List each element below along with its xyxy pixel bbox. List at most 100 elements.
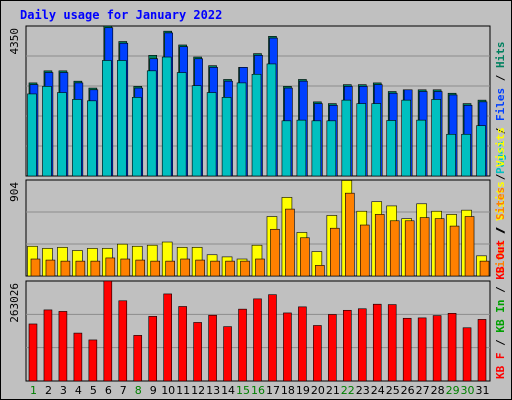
sites-bar-16 [255, 258, 265, 277]
day-label-31: 31 [476, 384, 490, 397]
kbf-bar-28 [432, 315, 442, 382]
sites-bar-24 [374, 214, 385, 277]
pages-bar-5 [87, 100, 97, 177]
pages-bar-7 [117, 60, 127, 177]
kbf-bar-1 [28, 323, 38, 382]
kbf-bar-30 [462, 327, 472, 382]
legend-bottom-kb-f: KB F [494, 353, 507, 380]
kbf-bar-10 [163, 293, 172, 382]
pages-bar-28 [431, 99, 441, 177]
legend-top: Pages / Files / Hits [494, 42, 507, 175]
kbf-bar-7 [118, 300, 128, 382]
kbf-bar-20 [313, 325, 322, 382]
legend-top-hits: Hits [494, 42, 507, 69]
pages-bar-14 [221, 97, 232, 177]
kbf-bar-11 [178, 306, 187, 382]
sites-bar-21 [330, 227, 340, 277]
kbf-bar-17 [268, 294, 277, 382]
pages-bar-22 [341, 99, 352, 177]
kbf-bar-15 [238, 308, 247, 382]
kbf-bar-23 [357, 308, 367, 382]
kbf-bar-4 [73, 332, 83, 382]
pages-bar-8 [131, 97, 142, 177]
day-label-25: 25 [386, 384, 400, 397]
sites-bar-8 [135, 259, 146, 277]
day-label-1: 1 [30, 384, 37, 397]
sites-bar-13 [210, 260, 220, 277]
day-label-4: 4 [75, 384, 82, 397]
sites-bar-28 [434, 218, 445, 277]
kbf-bar-18 [283, 312, 292, 382]
day-label-2: 2 [45, 384, 52, 397]
sites-bar-23 [359, 224, 370, 277]
middle-panel-max-label: 904 [8, 182, 21, 202]
day-label-26: 26 [401, 384, 415, 397]
pages-bar-19 [296, 119, 307, 177]
kbf-bar-21 [328, 314, 337, 382]
sites-bar-15 [240, 260, 250, 277]
kbf-bar-27 [417, 317, 427, 382]
kbf-bar-5 [88, 339, 98, 382]
pages-bar-15 [236, 82, 247, 177]
chart-title: Daily usage for January 2022 [20, 8, 223, 22]
day-label-8: 8 [135, 384, 142, 397]
day-label-5: 5 [90, 384, 97, 397]
sites-bar-22 [345, 192, 355, 277]
day-label-29: 29 [446, 384, 460, 397]
day-label-9: 9 [150, 384, 157, 397]
day-label-11: 11 [176, 384, 190, 397]
kbf-bar-2 [43, 309, 53, 382]
kbf-bar-24 [372, 303, 382, 382]
day-label-28: 28 [431, 384, 445, 397]
kbf-bar-25 [387, 304, 397, 382]
sites-bar-17 [270, 228, 280, 277]
pages-bar-2 [42, 86, 52, 177]
sites-bar-18 [285, 208, 295, 277]
legend-middle: Sites / Visits [494, 181, 507, 274]
kbf-bar-14 [223, 326, 232, 382]
pages-bar-12 [191, 85, 202, 177]
sites-bar-12 [195, 259, 205, 277]
kbf-bar-6 [103, 280, 113, 382]
day-label-24: 24 [371, 384, 385, 397]
pages-bar-17 [266, 63, 277, 177]
pages-bar-16 [251, 73, 262, 177]
kbf-bar-29 [447, 313, 457, 382]
legend-top-pages: Pages [494, 141, 507, 174]
sites-bar-1 [30, 258, 41, 277]
sites-bar-9 [150, 260, 161, 277]
kbf-bar-12 [193, 322, 202, 382]
sites-bar-2 [45, 259, 56, 277]
pages-bar-3 [57, 92, 67, 177]
pages-bar-18 [281, 120, 292, 177]
day-label-18: 18 [281, 384, 295, 397]
sites-bar-20 [315, 265, 325, 277]
day-label-13: 13 [206, 384, 220, 397]
pages-bar-1 [27, 93, 37, 177]
sites-bar-6 [105, 257, 116, 277]
pages-bar-11 [176, 72, 187, 177]
day-label-7: 7 [120, 384, 127, 397]
sites-bar-4 [75, 260, 86, 277]
day-label-17: 17 [266, 384, 280, 397]
sites-bar-29 [449, 225, 460, 277]
kbf-bar-16 [253, 298, 262, 382]
pages-bar-21 [326, 120, 337, 177]
pages-bar-31 [476, 125, 486, 177]
day-label-15: 15 [236, 384, 250, 397]
pages-bar-27 [416, 119, 426, 177]
pages-bar-29 [446, 133, 456, 177]
sites-bar-5 [90, 260, 101, 277]
pages-bar-13 [206, 92, 217, 177]
pages-bar-25 [386, 120, 396, 177]
pages-bar-30 [461, 133, 471, 177]
pages-bar-23 [356, 103, 367, 177]
day-label-3: 3 [60, 384, 67, 397]
sites-bar-31 [479, 260, 490, 277]
day-label-20: 20 [311, 384, 325, 397]
kbf-bar-13 [208, 314, 217, 382]
pages-bar-6 [102, 60, 112, 177]
legend-top-files: Files [494, 88, 507, 121]
day-label-22: 22 [341, 384, 355, 397]
